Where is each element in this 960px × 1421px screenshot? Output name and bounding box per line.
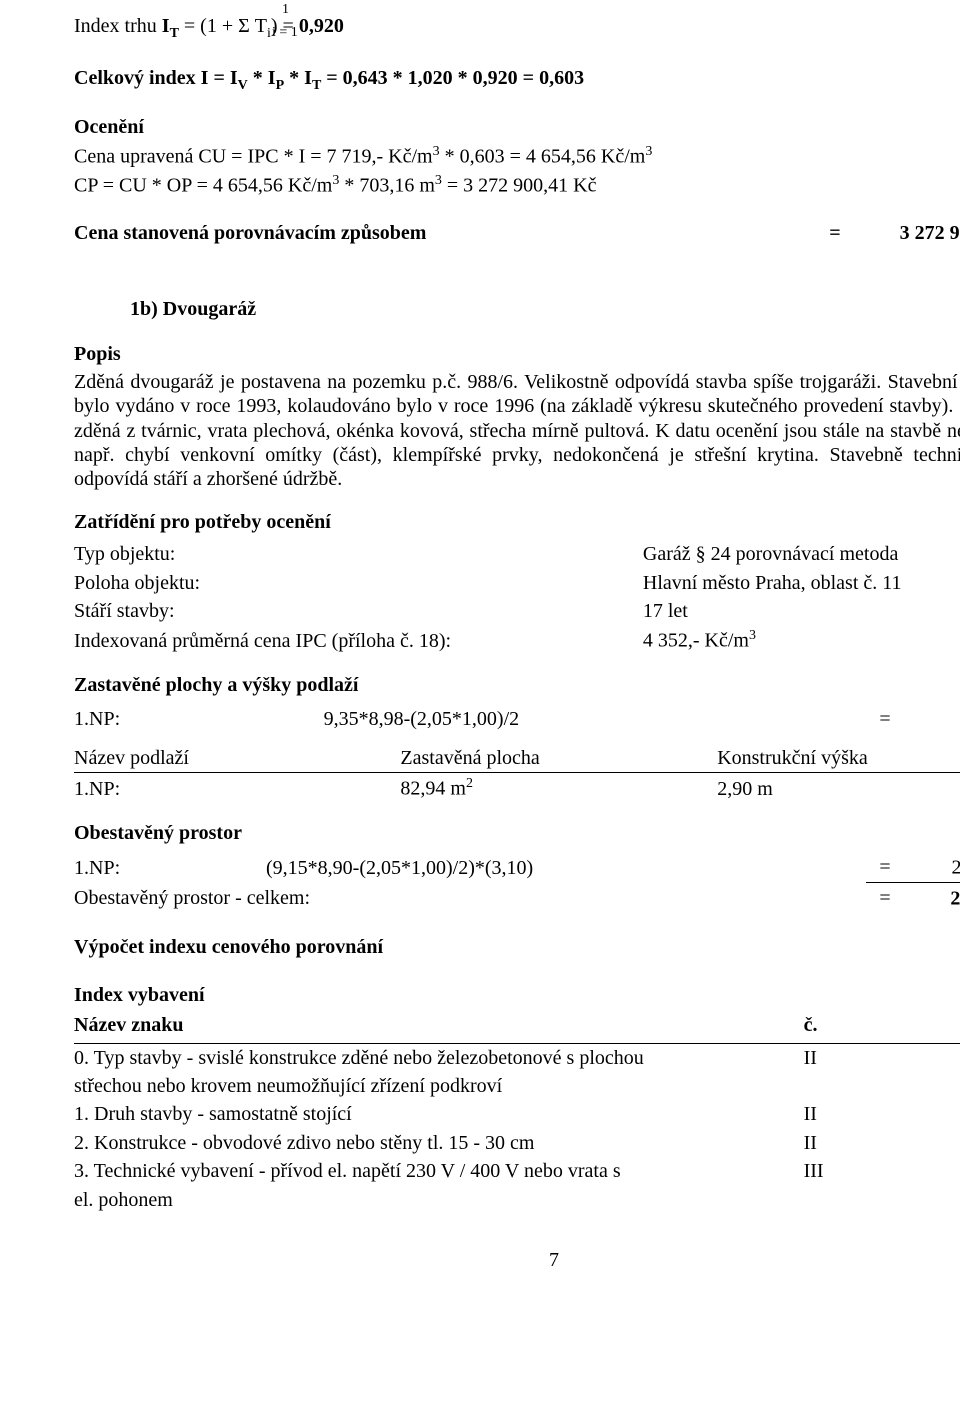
np-label: 1.NP: xyxy=(74,704,324,734)
equals: = xyxy=(816,219,854,247)
cena-upravena: Cena upravená CU = IPC * I = 7 719,- Kč/… xyxy=(74,143,960,169)
table-row: střechou nebo krovem neumožňující zřízen… xyxy=(74,1072,960,1100)
cena-stanov-label: Cena stanovená porovnávacím způsobem xyxy=(74,219,816,247)
page-number: 7 xyxy=(74,1248,960,1272)
it-value: 0,920 xyxy=(299,15,344,37)
cell-plocha: 82,94 m2 xyxy=(400,773,717,804)
znak-col3: Vi xyxy=(919,1011,960,1044)
section-1b-heading: 1b) Dvougaráž xyxy=(74,297,960,321)
sigma-lower: i = 1 xyxy=(272,24,298,41)
np-label: 1.NP: xyxy=(74,852,266,883)
equals: = xyxy=(866,882,904,913)
poloha-label: Poloha objektu: xyxy=(74,569,643,597)
obest-celkem-label: Obestavěný prostor - celkem: xyxy=(74,882,866,913)
table-row: 1. Druh stavby - samostatně stojící II 0… xyxy=(74,1100,960,1128)
zastav-row: 1.NP: 9,35*8,98-(2,05*1,00)/2 = 82,94 m2 xyxy=(74,704,960,734)
podlazi-table: Název podlaží Zastavěná plocha Konstrukč… xyxy=(74,744,960,803)
zatrideni-table: Typ objektu: Garáž § 24 porovnávací meto… xyxy=(74,540,960,655)
zastav-heading: Zastavěné plochy a výšky podlaží xyxy=(74,673,960,697)
equals: = xyxy=(866,852,904,883)
cp-line: CP = CU * OP = 4 654,56 Kč/m3 * 703,16 m… xyxy=(74,172,960,198)
stari-value: 17 let xyxy=(643,597,960,625)
znak-text-cont: el. pohonem xyxy=(74,1186,960,1214)
col-nazev: Název podlaží xyxy=(74,744,400,773)
znak-num: II xyxy=(804,1100,919,1128)
txt: Index trhu xyxy=(74,15,162,37)
znak-val: typ B xyxy=(919,1043,960,1072)
table-row: 3. Technické vybavení - přívod el. napět… xyxy=(74,1157,960,1185)
znak-col1: Název znaku xyxy=(74,1011,804,1044)
ipc-label: Indexovaná průměrná cena IPC (příloha č.… xyxy=(74,625,643,655)
popis-body: Zděná dvougaráž je postavena na pozemku … xyxy=(74,370,960,492)
cena-stanov-value: 3 272 900,41 Kč xyxy=(854,219,960,247)
index-trhu-line: Index trhu IT = (1 + Σ Ti) = 0,920 1 i =… xyxy=(74,14,960,42)
table-row: 2. Konstrukce - obvodové zdivo nebo stěn… xyxy=(74,1129,960,1157)
znak-text: 0. Typ stavby - svislé konstrukce zděné … xyxy=(74,1043,804,1072)
obest-heading: Obestavěný prostor xyxy=(74,821,960,845)
table-row: 0. Typ stavby - svislé konstrukce zděné … xyxy=(74,1043,960,1072)
zastav-value: 82,94 m2 xyxy=(904,704,960,734)
obest-celkem-value: 249,27 m3 xyxy=(904,882,960,913)
znak-text: 1. Druh stavby - samostatně stojící xyxy=(74,1100,804,1128)
znak-num: II xyxy=(804,1129,919,1157)
celkovy-index: Celkový index I = IV * IP * IT = 0,643 *… xyxy=(74,66,960,94)
znak-val: 0,00 xyxy=(919,1157,960,1185)
equals: = xyxy=(866,704,904,734)
obest-value: 249,27 m3 xyxy=(904,852,960,883)
table-row: 1.NP: 82,94 m2 2,90 m xyxy=(74,773,960,804)
znak-val: 0,00 xyxy=(919,1100,960,1128)
obest-formula: (9,15*8,90-(2,05*1,00)/2)*(3,10) xyxy=(266,852,866,883)
znak-val: 0,00 xyxy=(919,1129,960,1157)
znak-col2: č. xyxy=(804,1011,919,1044)
table-row: el. pohonem xyxy=(74,1186,960,1214)
stari-label: Stáří stavby: xyxy=(74,597,643,625)
it-symbol: IT xyxy=(162,15,179,37)
zatrideni-heading: Zatřídění pro potřeby ocenění xyxy=(74,510,960,534)
cell-np: 1.NP: xyxy=(74,773,400,804)
popis-heading: Popis xyxy=(74,342,960,366)
znak-text: 3. Technické vybavení - přívod el. napět… xyxy=(74,1157,804,1185)
znak-num: III xyxy=(804,1157,919,1185)
typ-value: Garáž § 24 porovnávací metoda xyxy=(643,540,960,568)
znak-text: 2. Konstrukce - obvodové zdivo nebo stěn… xyxy=(74,1129,804,1157)
poloha-value: Hlavní město Praha, oblast č. 11 xyxy=(643,569,960,597)
obest-rows: 1.NP: (9,15*8,90-(2,05*1,00)/2)*(3,10) =… xyxy=(74,852,960,913)
cena-stanovena-row: Cena stanovená porovnávacím způsobem = 3… xyxy=(74,219,960,247)
zastav-formula: 9,35*8,98-(2,05*1,00)/2 xyxy=(324,704,866,734)
ipc-value: 4 352,- Kč/m3 xyxy=(643,625,960,655)
znak-text-cont: střechou nebo krovem neumožňující zřízen… xyxy=(74,1072,960,1100)
oceneni-heading: Ocenění xyxy=(74,115,960,139)
znaky-table: Název znaku č. Vi 0. Typ stavby - svislé… xyxy=(74,1011,960,1214)
col-plocha: Zastavěná plocha xyxy=(400,744,717,773)
col-vyska: Konstrukční výška xyxy=(717,744,960,773)
index-vybaveni-heading: Index vybavení xyxy=(74,983,960,1007)
txt: = (1 + Σ T xyxy=(179,15,267,37)
sigma-upper: 1 xyxy=(282,1,289,18)
vypocet-heading: Výpočet indexu cenového porovnání xyxy=(74,935,960,959)
znak-num: II xyxy=(804,1043,919,1072)
cell-vyska: 2,90 m xyxy=(717,773,960,804)
typ-label: Typ objektu: xyxy=(74,540,643,568)
